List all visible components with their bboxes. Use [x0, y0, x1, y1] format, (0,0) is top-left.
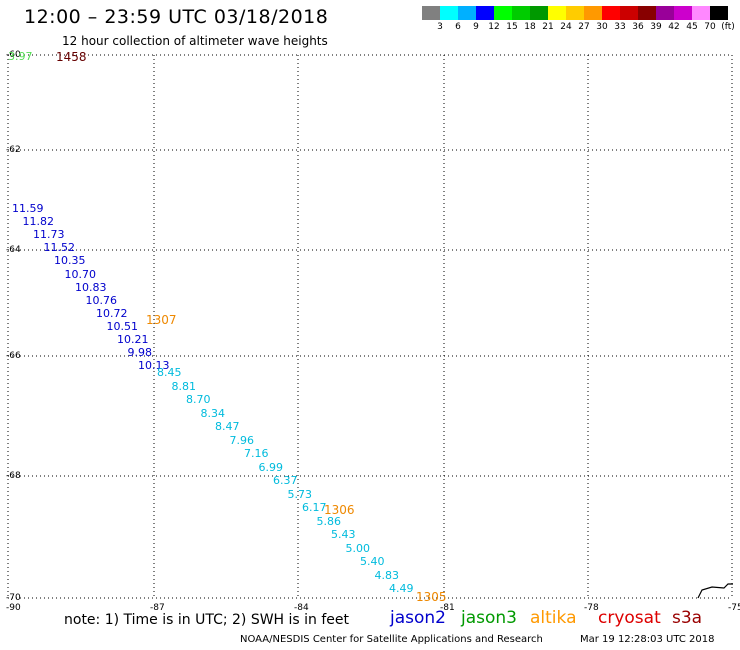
legend-swatch	[548, 6, 566, 20]
mission-label: s3a	[672, 608, 703, 628]
mission-label: jason2	[390, 608, 446, 628]
longitude-label: -75	[728, 603, 740, 613]
legend-swatch	[566, 6, 584, 20]
map-title: 12:00 – 23:59 UTC 03/18/2018	[24, 6, 329, 28]
legend-label: 9	[473, 22, 479, 32]
legend-label: 15	[506, 22, 518, 32]
swh-value: 10.70	[64, 267, 97, 281]
pass-number: 1305	[416, 590, 447, 604]
longitude-label: -84	[294, 603, 309, 613]
credit-text: NOAA/NESDIS Center for Satellite Applica…	[240, 634, 543, 645]
swh-value: 5.86	[316, 514, 342, 528]
latitude-label: -66	[6, 351, 21, 361]
legend-swatch	[620, 6, 638, 20]
swh-value: 10.13	[138, 359, 170, 373]
legend-swatch	[584, 6, 602, 20]
swh-value: 5.43	[331, 528, 356, 541]
legend-swatch	[422, 6, 440, 20]
legend-swatch	[476, 6, 494, 20]
swh-value: 10.76	[85, 293, 118, 307]
mission-label: altika	[530, 608, 577, 628]
legend-swatch	[638, 6, 656, 20]
swh-value: 8.70	[186, 393, 211, 406]
legend-swatch	[674, 6, 692, 20]
swh-value: 8.34	[200, 406, 226, 420]
legend-label: 30	[596, 22, 608, 32]
swh-value: 6.37	[273, 474, 298, 487]
legend-label: 33	[614, 22, 626, 32]
legend-label: 18	[524, 22, 536, 32]
legend-swatch	[656, 6, 674, 20]
swh-value: 7.16	[244, 447, 269, 460]
latitude-label: -60	[6, 50, 21, 60]
legend-swatch	[692, 6, 710, 20]
latitude-label: -64	[6, 245, 21, 255]
legend-label: 24	[560, 22, 572, 32]
latitude-label: -68	[6, 471, 21, 481]
swh-value: 8.47	[215, 420, 240, 433]
swh-value: 11.73	[33, 228, 65, 242]
legend-swatch	[710, 6, 728, 20]
swh-value: 10.72	[96, 306, 128, 320]
mission-label: cryosat	[598, 608, 661, 628]
pass-number: 1458	[56, 50, 87, 64]
map-subtitle: 12 hour collection of altimeter wave hei…	[62, 34, 328, 48]
longitude-label: -81	[440, 603, 455, 613]
legend-label: 45	[686, 22, 698, 32]
swh-value: 8.45	[157, 366, 182, 379]
swh-value: 5.73	[287, 487, 313, 501]
swh-value: 10.51	[106, 319, 139, 333]
swh-value: 10.35	[54, 254, 86, 268]
footer-note: note: 1) Time is in UTC; 2) SWH is in fe…	[64, 612, 350, 628]
legend-label: 36	[632, 22, 644, 32]
legend-label: 27	[578, 22, 590, 32]
mission-label: jason3	[461, 608, 517, 628]
legend-swatch	[440, 6, 458, 20]
swh-value: 6.99	[258, 460, 284, 474]
run-timestamp: Mar 19 12:28:03 UTC 2018	[580, 634, 715, 645]
legend-label: 12	[488, 22, 500, 32]
legend-label: 3	[437, 22, 443, 32]
swh-value: 5.40	[360, 555, 385, 568]
legend-swatch	[512, 6, 530, 20]
swh-value: 3.97	[8, 50, 33, 63]
swh-value: 6.17	[302, 501, 327, 514]
legend-swatch	[602, 6, 620, 20]
latitude-label: -62	[6, 145, 21, 155]
legend-swatch	[494, 6, 512, 20]
swh-value: 8.81	[171, 379, 197, 393]
swh-value: 11.82	[22, 215, 55, 229]
legend-label: 42	[668, 22, 680, 32]
longitude-label: -90	[6, 603, 21, 613]
pass-number: 1307	[146, 313, 177, 327]
swh-value: 4.83	[374, 568, 400, 582]
legend-label: 70	[704, 22, 716, 32]
legend-swatch	[530, 6, 548, 20]
swh-value: 11.59	[12, 202, 44, 215]
map-grid	[7, 54, 733, 599]
legend-label: 21	[542, 22, 554, 32]
swh-value: 11.52	[43, 241, 76, 255]
legend-label: 6	[455, 22, 461, 32]
pass-number: 1306	[324, 503, 355, 517]
legend-label: 39	[650, 22, 662, 32]
swh-value: 7.96	[229, 433, 255, 447]
swh-value: 4.49	[389, 582, 414, 595]
legend-swatch	[458, 6, 476, 20]
coastline	[697, 583, 733, 599]
swh-value: 10.83	[75, 280, 107, 294]
swh-value: 10.21	[117, 333, 149, 346]
swh-value: 9.98	[127, 346, 153, 360]
longitude-label: -87	[150, 603, 165, 613]
latitude-label: -70	[6, 593, 21, 603]
legend-label: (ft)	[721, 22, 735, 32]
longitude-label: -78	[584, 603, 599, 613]
swh-value: 5.00	[345, 541, 371, 555]
